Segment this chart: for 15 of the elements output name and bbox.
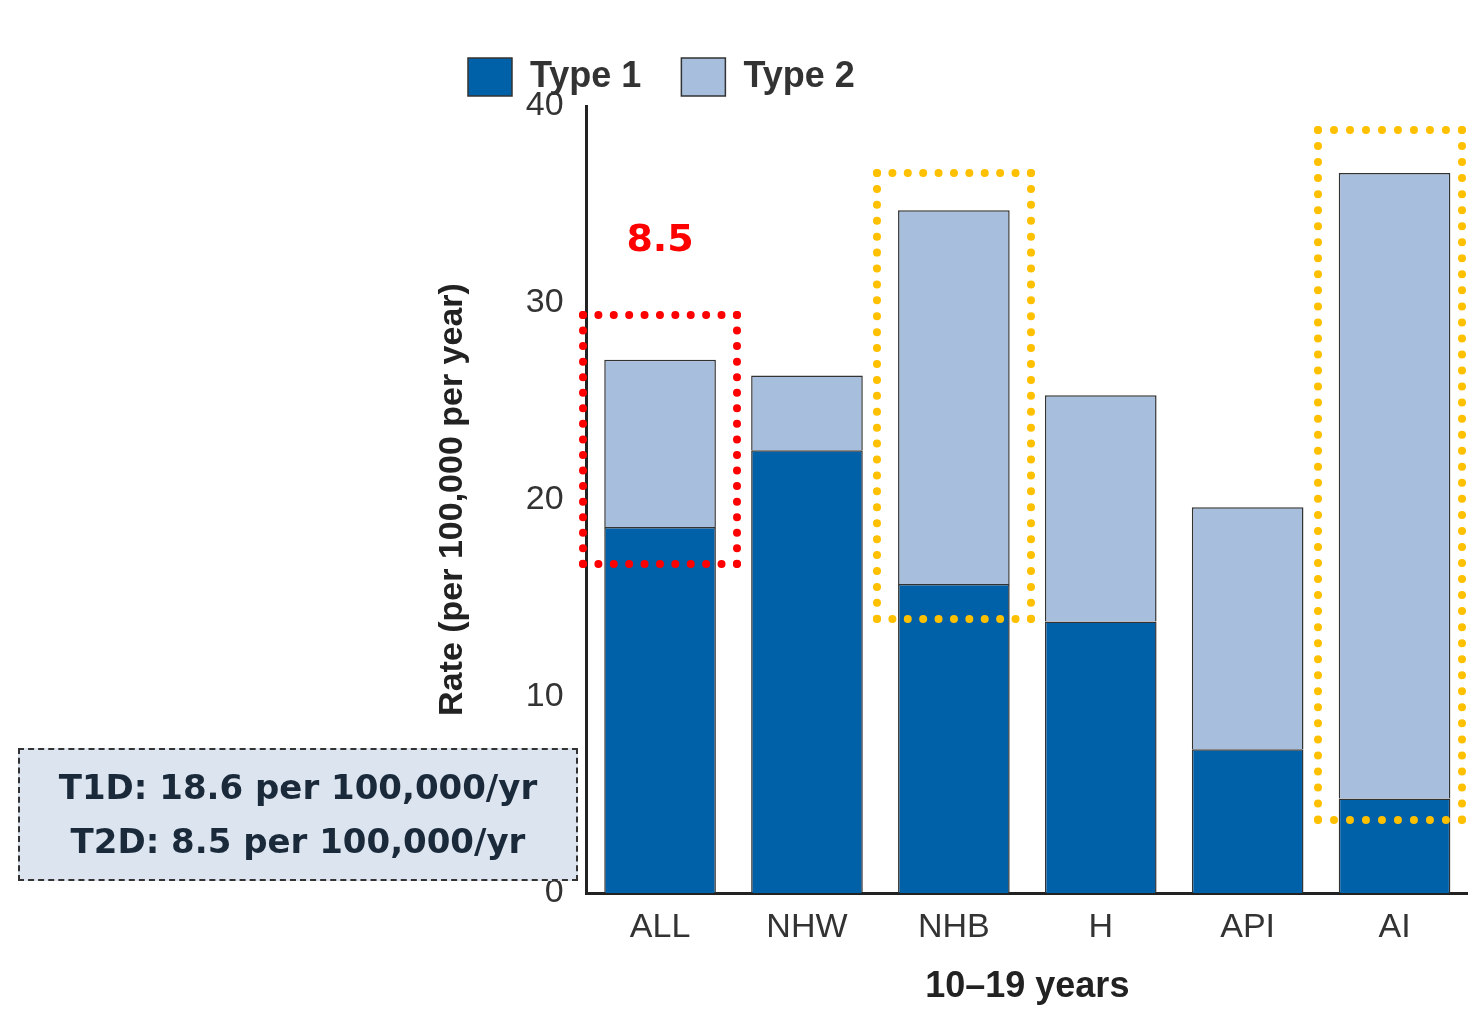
x-tick-label: NHW xyxy=(766,905,848,944)
x-tick-label: ALL xyxy=(629,905,691,944)
legend-label: Type 2 xyxy=(743,53,855,95)
y-axis-title: Rate (per 100,000 per year) xyxy=(430,283,469,716)
x-tick-label: H xyxy=(1088,905,1114,944)
text: T1D: 18.6 per 100,000/yr xyxy=(57,766,539,809)
x-tick-label: AI xyxy=(1378,905,1411,944)
x-axis-title: 10–19 years xyxy=(925,964,1130,1006)
y-tick-label: 30 xyxy=(525,281,564,320)
x-tick-label: NHB xyxy=(917,905,990,944)
x-tick-label: API xyxy=(1220,905,1276,944)
text: T2D: 8.5 per 100,000/yr xyxy=(69,820,527,864)
y-tick-label: 10 xyxy=(525,674,564,713)
annotation: 8.5 xyxy=(626,215,694,260)
y-tick-label: 20 xyxy=(525,477,564,516)
